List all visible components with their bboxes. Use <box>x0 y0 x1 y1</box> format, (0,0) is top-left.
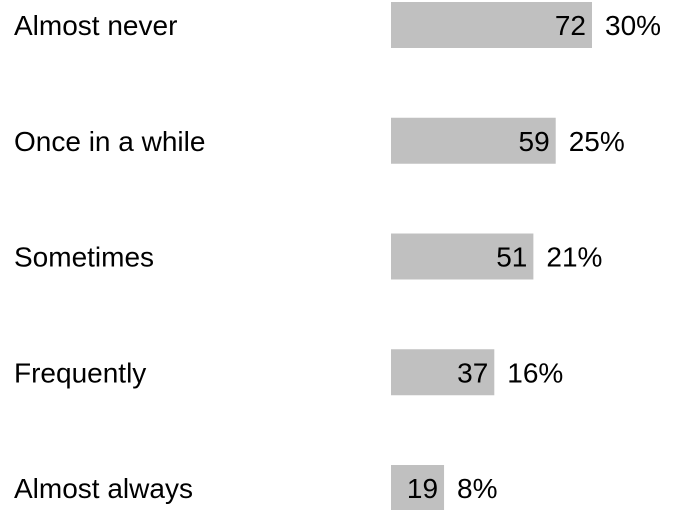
bar <box>391 233 534 280</box>
bar-percent-label: 16% <box>507 357 563 388</box>
category-label: Almost never <box>14 10 177 41</box>
bar-value-label: 72 <box>555 10 586 41</box>
bar <box>391 349 495 396</box>
category-label: Sometimes <box>14 242 154 273</box>
category-label: Frequently <box>14 357 146 388</box>
category-label: Almost always <box>14 473 193 504</box>
bar <box>391 117 556 164</box>
bar-value-label: 19 <box>407 473 438 504</box>
bar-value-label: 51 <box>496 242 527 273</box>
category-label: Once in a while <box>14 126 205 157</box>
bar-value-label: 59 <box>519 126 550 157</box>
bar-value-label: 37 <box>457 357 488 388</box>
bar <box>391 465 445 510</box>
bar-percent-label: 8% <box>457 473 497 504</box>
bar <box>391 2 592 48</box>
bar-percent-label: 21% <box>546 242 602 273</box>
bar-percent-label: 30% <box>605 10 661 41</box>
bar-percent-label: 25% <box>569 126 625 157</box>
